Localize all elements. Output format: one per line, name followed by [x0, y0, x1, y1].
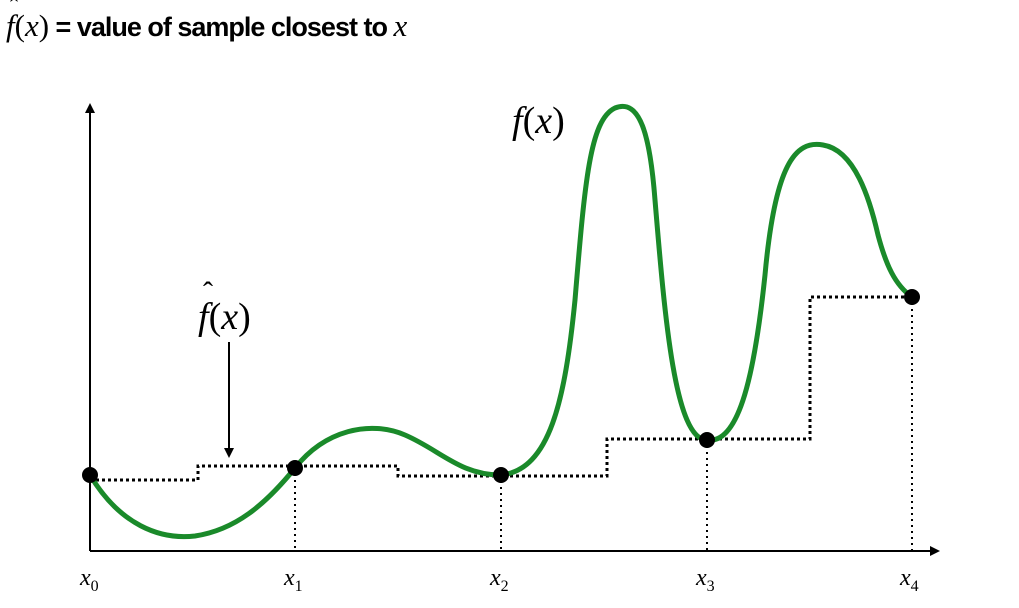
tick-label-x4: x4 — [899, 565, 919, 595]
tick-label-x0: x0 — [79, 565, 99, 595]
sample-point-x3 — [699, 432, 715, 448]
f-label: f(x) — [512, 100, 565, 142]
tick-label-x1: x1 — [283, 565, 303, 595]
heading-text: = value of sample closest to — [49, 12, 394, 42]
heading-paren-close: ) — [38, 8, 50, 43]
tick-label-x3: x3 — [695, 565, 715, 595]
heading-trailing-var: x — [393, 8, 408, 43]
page-title: f(x) = value of sample closest to x — [6, 0, 408, 44]
sample-point-x2 — [493, 467, 509, 483]
fhat-hat-mark: ˆ — [203, 276, 213, 309]
nearest-neighbor-step-function — [90, 295, 912, 482]
sample-points — [82, 289, 920, 483]
sample-point-x1 — [287, 460, 303, 476]
fhat-label: f(x) — [198, 296, 251, 338]
heading-f: f — [6, 0, 18, 44]
original-function-curve — [87, 103, 914, 540]
heading-var: x — [24, 8, 39, 43]
sample-point-x0 — [82, 467, 98, 483]
sample-point-x4 — [904, 289, 920, 305]
tick-label-x2: x2 — [489, 565, 509, 595]
tick-labels: x0 x1 x2 x3 x4 — [79, 565, 919, 595]
heading-paren-open: ( — [14, 8, 25, 43]
sample-drop-lines — [294, 297, 913, 551]
